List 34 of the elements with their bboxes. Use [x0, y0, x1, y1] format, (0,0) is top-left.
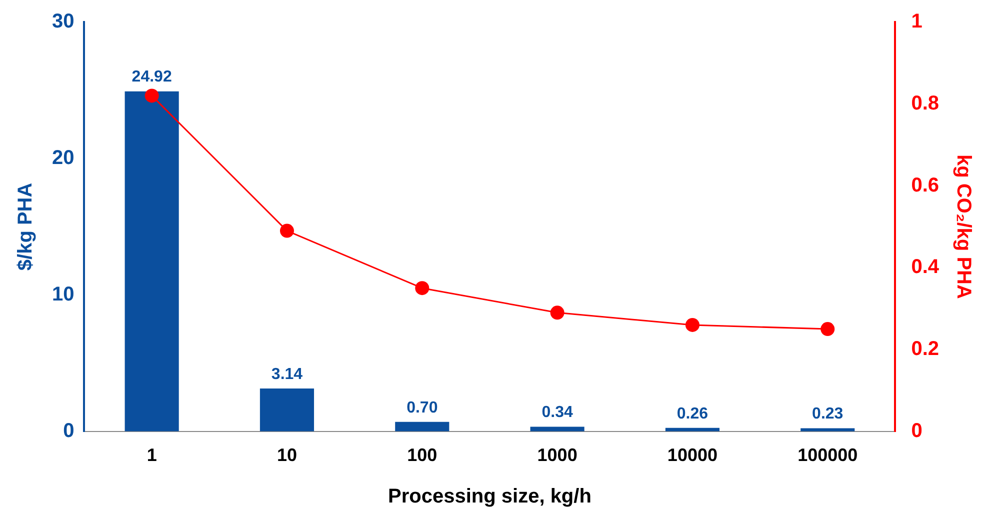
- data-label: 0.26: [676, 405, 708, 422]
- bar: [124, 91, 179, 432]
- y-tick-label: 30: [52, 10, 74, 33]
- y-tick-label: 0: [63, 420, 74, 442]
- data-label: 0.34: [542, 404, 573, 422]
- x-tick-label: 1: [146, 445, 157, 466]
- y2-tick-label: 0.6: [911, 174, 940, 196]
- x-tick-label: 10: [276, 445, 297, 466]
- data-label: 0.23: [812, 406, 844, 423]
- point: [685, 318, 700, 332]
- y-tick-label: 20: [52, 146, 74, 169]
- y2-tick-label: 0.2: [911, 338, 940, 360]
- x-axis-title: Processing size, kg/h: [388, 486, 592, 508]
- point: [550, 306, 564, 320]
- point: [415, 281, 430, 296]
- x-tick-label: 100: [407, 445, 438, 466]
- y-tick-label: 10: [52, 283, 74, 306]
- x-tick-label: 10000: [667, 445, 718, 466]
- y2-axis-title: kg CO₂/kg PHA: [952, 154, 974, 299]
- data-label: 3.14: [271, 366, 303, 383]
- point: [280, 224, 294, 238]
- y-axis-title: $/kg PHA: [14, 182, 37, 271]
- data-label: 0.70: [406, 399, 438, 416]
- bar: [395, 422, 450, 432]
- point: [144, 88, 159, 103]
- y2-tick-label: 0.4: [911, 256, 940, 278]
- bar: [260, 388, 314, 432]
- x-tick-label: 100000: [798, 445, 858, 466]
- y2-tick-label: 0.8: [911, 92, 940, 114]
- y2-tick-label: 0: [911, 420, 922, 442]
- point: [820, 322, 835, 336]
- x-tick-label: 1000: [537, 445, 578, 466]
- y2-tick-label: 1: [911, 10, 922, 33]
- data-label: 24.92: [132, 68, 172, 86]
